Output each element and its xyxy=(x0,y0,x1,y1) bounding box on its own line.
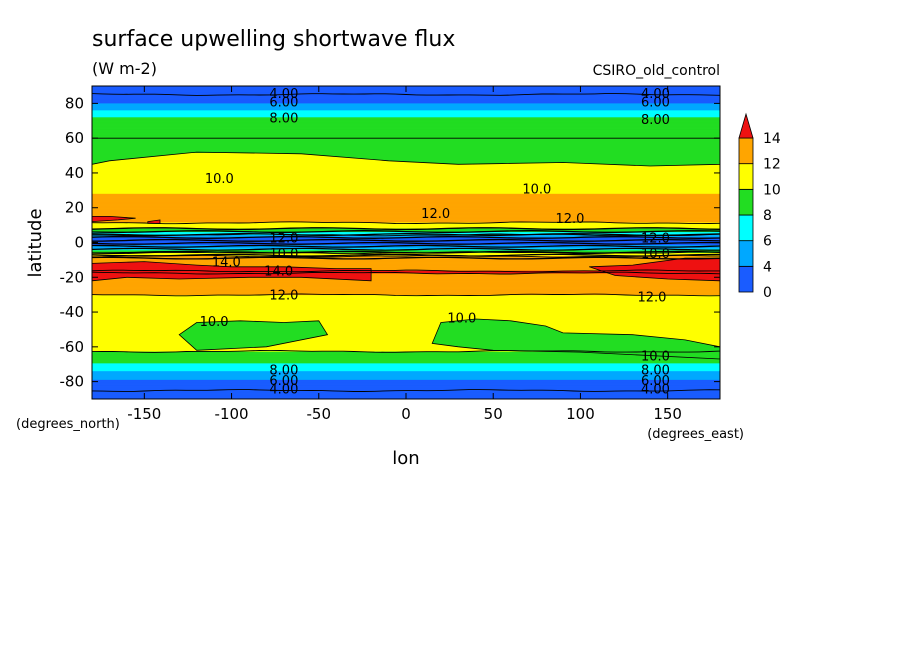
x-tick-label: 150 xyxy=(653,405,682,423)
contour-label: 10.0 xyxy=(447,311,476,326)
y-tick-label: -40 xyxy=(60,303,85,321)
tropical-contour-line xyxy=(92,247,720,251)
contour-label: 4.00 xyxy=(641,87,670,102)
colorbar-segment xyxy=(738,214,754,242)
contour-label: 12.0 xyxy=(641,231,670,246)
regional-features xyxy=(92,137,720,360)
contour-label: 10.0 xyxy=(641,350,670,365)
contour-label: 8.00 xyxy=(641,363,670,378)
tropical-contour-line xyxy=(92,253,720,257)
tropical-contour-line xyxy=(92,256,720,260)
colorbar-tick-label: 10 xyxy=(763,182,781,198)
tropical-contour-line xyxy=(92,233,720,236)
contour-line xyxy=(92,269,720,273)
tropical-contour-line xyxy=(92,230,720,233)
contour-label: 6.00 xyxy=(269,96,298,111)
contour-label: 8.00 xyxy=(269,363,298,378)
contour-label: 14.0 xyxy=(264,264,293,279)
x-tick-label: -50 xyxy=(307,405,332,423)
colorbar-tick-label: 8 xyxy=(763,208,772,224)
x-tick-label: -150 xyxy=(127,405,161,423)
colorbar-segment xyxy=(738,163,754,190)
colorbar-overflow-arrow xyxy=(738,112,754,139)
y-axis-label: latitude xyxy=(25,208,46,277)
northern-green-belt xyxy=(92,137,720,167)
colorbar-tick-label: 6 xyxy=(763,234,772,250)
chart-title: surface upwelling shortwave flux xyxy=(92,27,455,52)
x-axis: -150 -100 -50 0 50 100 150 xyxy=(127,86,682,423)
contour-label: 4.00 xyxy=(269,87,298,102)
y-unit-label: (degrees_north) xyxy=(16,417,120,432)
contour-label: 10.0 xyxy=(269,247,298,262)
colorbar: 0 4 6 8 10 12 14 xyxy=(738,112,781,301)
contour-label: 10.0 xyxy=(200,315,229,330)
contour-label: 12.0 xyxy=(637,290,666,305)
y-tick-label: 40 xyxy=(65,164,84,182)
contour-line xyxy=(92,349,720,353)
x-unit-label: (degrees_east) xyxy=(647,427,744,442)
contour-line xyxy=(92,293,720,297)
tropical-contour-line xyxy=(92,238,720,242)
y-tick-label: 60 xyxy=(65,129,84,147)
contour-line xyxy=(92,389,720,392)
northern-peak-west xyxy=(92,215,136,223)
colorbar-tick-label: 14 xyxy=(763,131,781,147)
y-tick-label: 80 xyxy=(65,94,84,112)
contour-label: 6.00 xyxy=(641,374,670,389)
contour-label: 4.00 xyxy=(641,383,670,398)
tropical-contour-line xyxy=(92,241,720,245)
tropical-contour-line xyxy=(92,236,720,239)
y-tick-label: -20 xyxy=(60,268,85,286)
y-tick-label: -60 xyxy=(60,338,85,356)
contour-label: 10.0 xyxy=(522,183,551,198)
contour-label: 10.0 xyxy=(205,172,234,187)
colorbar-segment xyxy=(738,137,754,165)
contour-label: 14.0 xyxy=(212,256,241,271)
contour-lines xyxy=(92,93,720,392)
contour-label: 12.0 xyxy=(421,207,450,222)
x-tick-label: -100 xyxy=(215,405,249,423)
southern-subtropic-peak-east xyxy=(589,257,720,282)
contour-label: 12.0 xyxy=(556,212,585,227)
southern-ocean-patch-west xyxy=(178,320,329,351)
contour-line xyxy=(92,93,720,96)
southern-ocean-patch-east xyxy=(431,318,720,360)
x-tick-label: 100 xyxy=(566,405,595,423)
y-tick-label: -80 xyxy=(60,373,85,391)
colorbar-segment xyxy=(738,188,754,216)
contour-label: 12.0 xyxy=(269,231,298,246)
contour-label: 6.00 xyxy=(269,374,298,389)
tropical-contour-line xyxy=(92,227,720,231)
dataset-label: CSIRO_old_control xyxy=(593,63,720,79)
chart-units: (W m-2) xyxy=(92,59,157,78)
y-axis: -80 -60 -40 -20 0 20 40 60 80 xyxy=(60,94,720,391)
contour-label: 10.0 xyxy=(641,247,670,262)
colorbar-tick-label: 0 xyxy=(763,285,772,301)
contour-label: 8.00 xyxy=(269,111,298,126)
colorbar-tick-label: 12 xyxy=(763,157,781,173)
x-axis-label: lon xyxy=(392,448,419,469)
colorbar-segment xyxy=(738,240,754,267)
x-tick-label: 50 xyxy=(484,405,503,423)
contour-label: 8.00 xyxy=(641,113,670,128)
contour-line xyxy=(92,221,720,225)
contour-label: 6.00 xyxy=(641,96,670,111)
colorbar-segment xyxy=(738,265,754,293)
x-tick-label: 0 xyxy=(401,405,411,423)
y-tick-label: 20 xyxy=(65,199,84,217)
contour-label: 4.00 xyxy=(269,383,298,398)
tropical-contour-line xyxy=(92,244,720,248)
tropical-contour-line xyxy=(92,250,720,254)
y-tick-label: 0 xyxy=(74,234,84,252)
contour-label: 12.0 xyxy=(269,289,298,304)
contour-line xyxy=(92,271,720,275)
colorbar-tick-label: 4 xyxy=(763,259,772,275)
